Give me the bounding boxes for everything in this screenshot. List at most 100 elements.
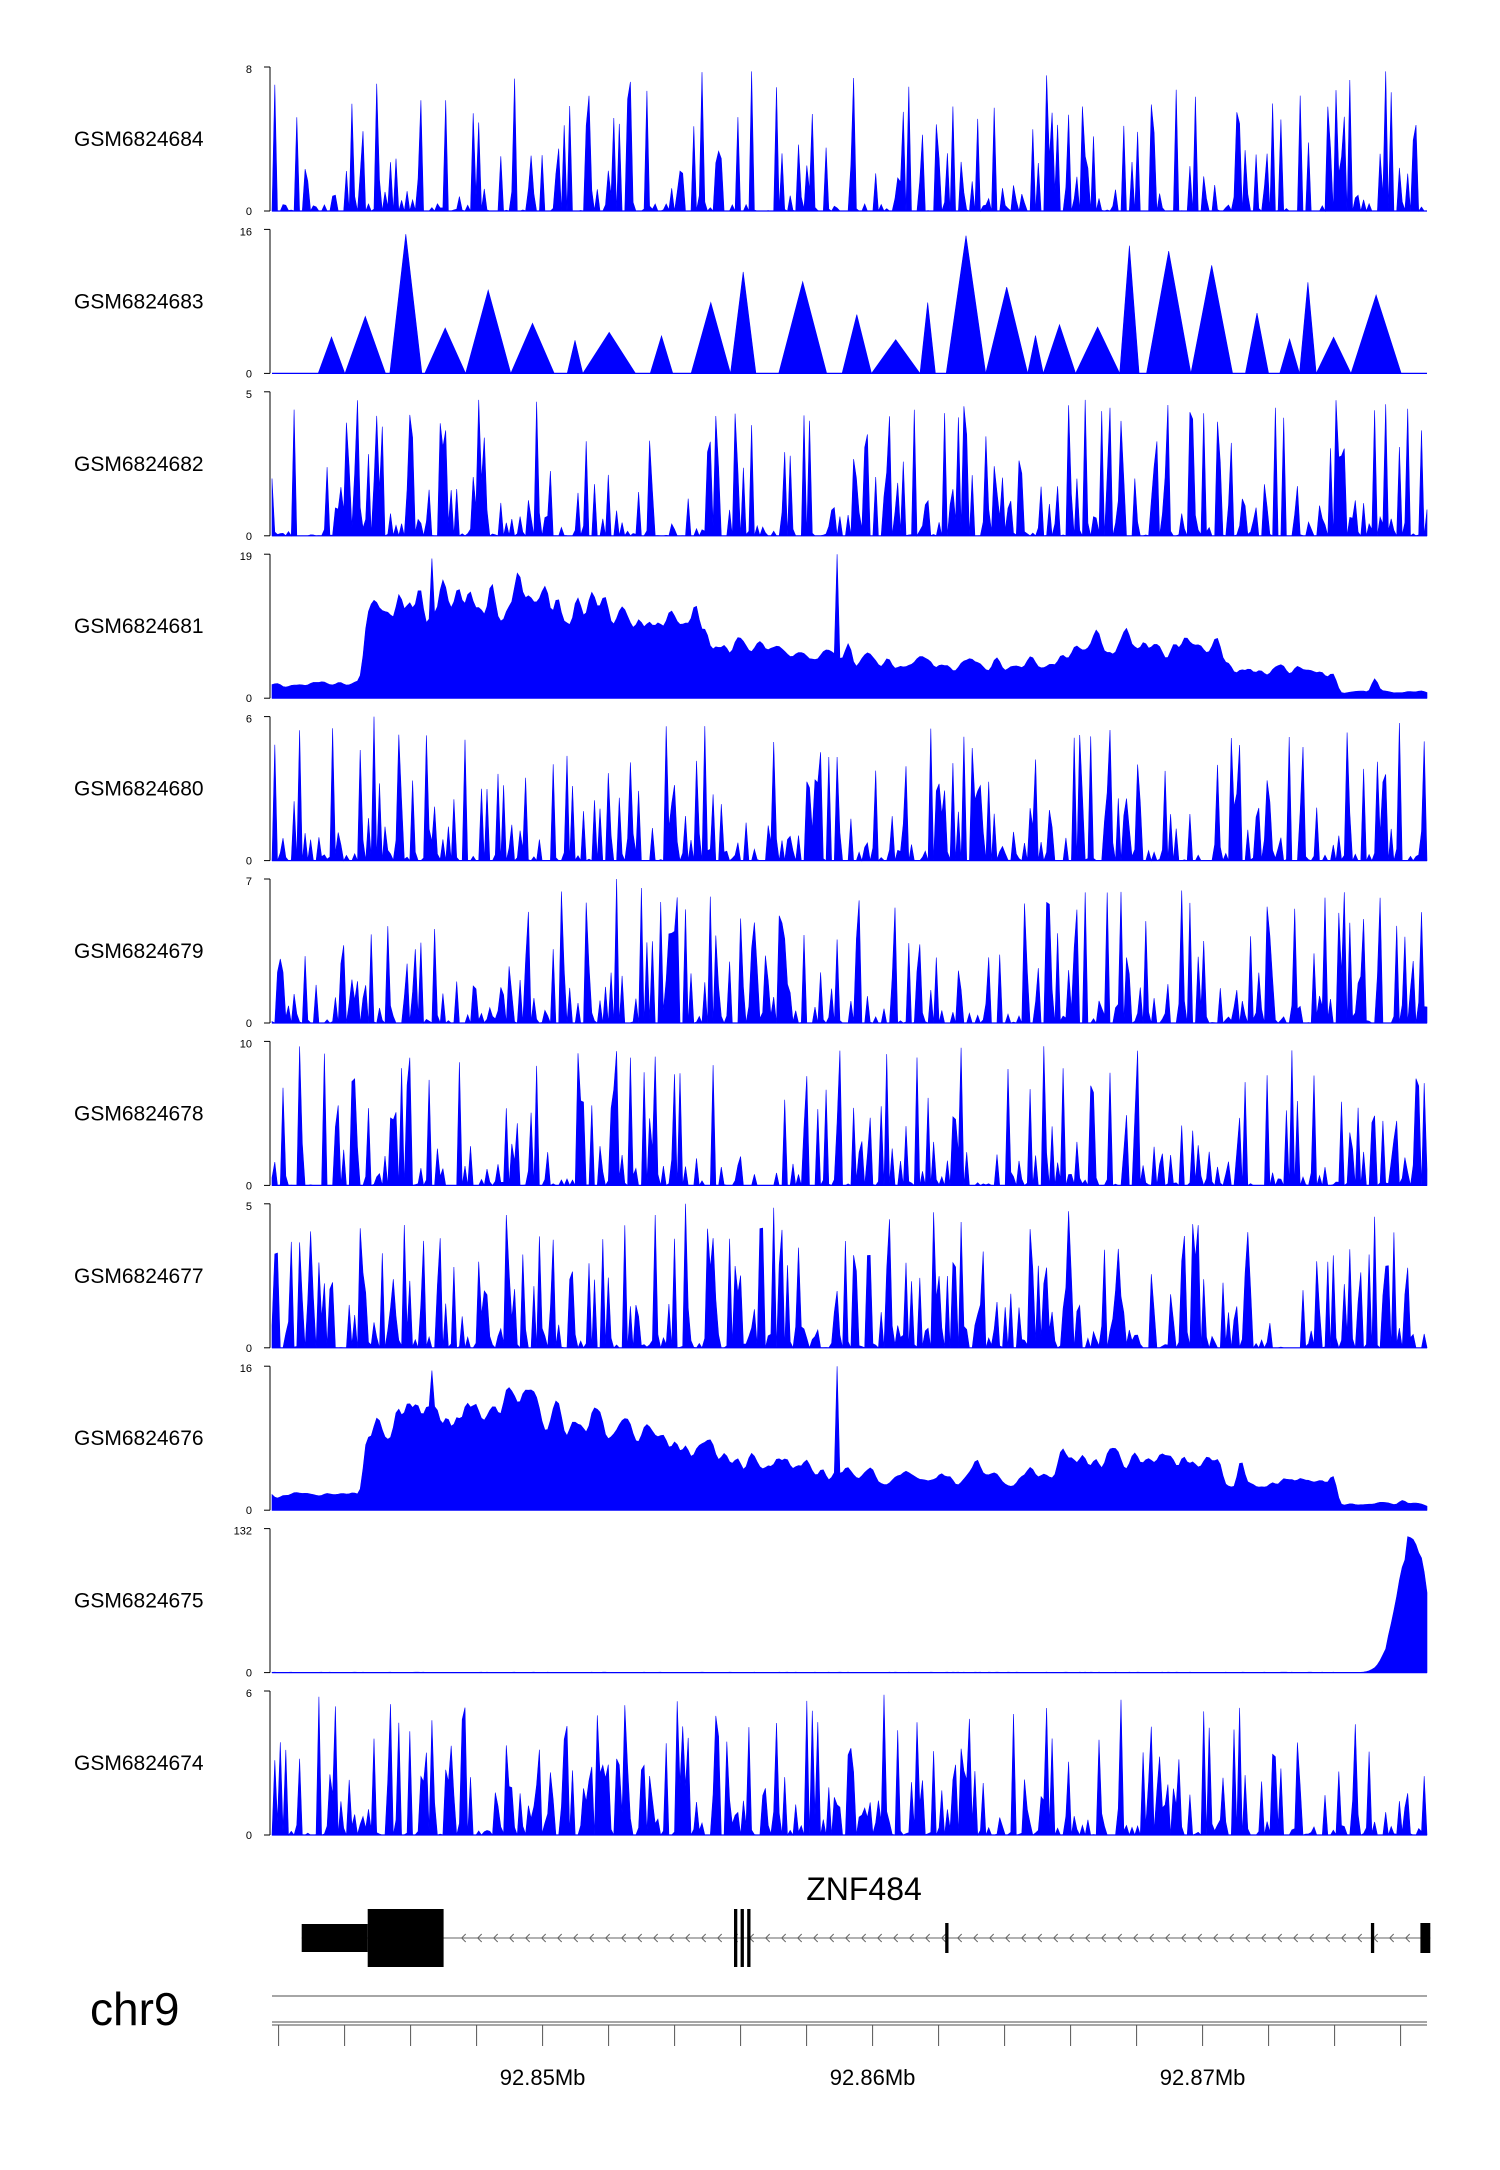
signal-track: GSM6824683 16 0 <box>74 226 1427 380</box>
strand-arrow <box>1340 1933 1347 1943</box>
track-ymin-label: 0 <box>246 856 252 868</box>
strand-arrow <box>1324 1933 1331 1943</box>
strand-arrow <box>508 1933 515 1943</box>
track-ymax-label: 16 <box>240 226 252 238</box>
strand-arrow <box>1036 1933 1043 1943</box>
signal-track: GSM6824682 5 0 <box>74 389 1428 543</box>
strand-arrow <box>1004 1933 1011 1943</box>
strand-arrow <box>796 1933 803 1943</box>
strand-arrow <box>988 1933 995 1943</box>
strand-arrow <box>1084 1933 1091 1943</box>
axis-tick-label: 92.87Mb <box>1160 2065 1246 2090</box>
track-ymin-label: 0 <box>246 693 252 705</box>
strand-arrow <box>844 1933 851 1943</box>
track-ymax-label: 5 <box>246 1201 252 1213</box>
strand-arrow <box>636 1933 643 1943</box>
strand-arrow <box>1212 1933 1219 1943</box>
strand-arrow <box>700 1933 707 1943</box>
strand-arrow <box>476 1933 483 1943</box>
track-ymin-label: 0 <box>246 1180 252 1192</box>
signal-track: GSM6824678 10 0 <box>74 1038 1428 1192</box>
track-ymax-label: 132 <box>234 1526 252 1538</box>
strand-arrow <box>1116 1933 1123 1943</box>
track-label: GSM6824677 <box>74 1265 204 1288</box>
track-signal-area <box>271 1694 1428 1837</box>
gene-exon <box>945 1923 949 1953</box>
track-ymax-label: 6 <box>246 714 252 726</box>
signal-track: GSM6824680 6 0 <box>74 714 1428 868</box>
track-label: GSM6824675 <box>74 1590 204 1613</box>
strand-arrow <box>1308 1933 1315 1943</box>
strand-arrow <box>684 1933 691 1943</box>
track-signal-area <box>271 554 1428 699</box>
track-ymin-label: 0 <box>246 1668 252 1680</box>
gene-exon <box>747 1909 751 1967</box>
track-label: GSM6824683 <box>74 290 204 313</box>
track-signal-area <box>271 1046 1428 1187</box>
track-signal-area <box>271 878 1428 1024</box>
strand-arrow <box>908 1933 915 1943</box>
track-ymin-label: 0 <box>246 1505 252 1517</box>
track-label: GSM6824684 <box>74 128 204 151</box>
gene-exon <box>740 1909 744 1967</box>
track-signal-area <box>271 1366 1428 1511</box>
track-ymin-label: 0 <box>246 1343 252 1355</box>
strand-arrow <box>652 1933 659 1943</box>
strand-arrow <box>1260 1933 1267 1943</box>
strand-arrow <box>924 1933 931 1943</box>
track-label: GSM6824679 <box>74 940 204 963</box>
strand-arrow <box>780 1933 787 1943</box>
gene-label: ZNF484 <box>806 1871 922 1907</box>
strand-arrow <box>972 1933 979 1943</box>
track-label: GSM6824678 <box>74 1102 204 1125</box>
track-label: GSM6824676 <box>74 1427 204 1450</box>
strand-arrow <box>1068 1933 1075 1943</box>
strand-arrow <box>1196 1933 1203 1943</box>
strand-arrow <box>604 1933 611 1943</box>
signal-track: GSM6824681 19 0 <box>74 551 1428 705</box>
strand-arrow <box>1100 1933 1107 1943</box>
axis-tick-label: 92.86Mb <box>830 2065 916 2090</box>
signal-track: GSM6824679 7 0 <box>74 876 1428 1030</box>
track-ymin-label: 0 <box>246 1830 252 1842</box>
strand-arrow <box>1148 1933 1155 1943</box>
strand-arrow <box>1404 1933 1411 1943</box>
strand-arrow <box>860 1933 867 1943</box>
strand-arrow <box>892 1933 899 1943</box>
gene-utr-exon <box>301 1924 368 1952</box>
track-ymax-label: 19 <box>240 551 252 563</box>
track-ymax-label: 5 <box>246 389 252 401</box>
strand-arrow <box>812 1933 819 1943</box>
gene-exon <box>1420 1923 1431 1953</box>
track-signal-area <box>271 399 1428 537</box>
strand-arrow <box>1164 1933 1171 1943</box>
strand-arrow <box>460 1933 467 1943</box>
strand-arrow <box>492 1933 499 1943</box>
signal-tracks: GSM682468480GSM6824683160GSM682468250GSM… <box>74 64 1428 1842</box>
strand-arrow <box>588 1933 595 1943</box>
strand-arrow <box>764 1933 771 1943</box>
strand-arrow <box>1020 1933 1027 1943</box>
track-signal-area <box>271 71 1427 213</box>
strand-arrow <box>956 1933 963 1943</box>
strand-arrow <box>668 1933 675 1943</box>
strand-arrow <box>1132 1933 1139 1943</box>
gene-annotation-track: ZNF484 <box>301 1871 1431 1967</box>
strand-arrow <box>940 1933 947 1943</box>
track-label: GSM6824680 <box>74 778 204 801</box>
strand-arrow <box>1052 1933 1059 1943</box>
strand-arrow <box>620 1933 627 1943</box>
axis-tick-label: 92.85Mb <box>500 2065 586 2090</box>
strand-arrow <box>1292 1933 1299 1943</box>
track-ymax-label: 7 <box>246 876 252 888</box>
strand-arrow <box>828 1933 835 1943</box>
track-ymin-label: 0 <box>246 531 252 543</box>
track-label: GSM6824674 <box>74 1752 204 1775</box>
track-ymin-label: 0 <box>246 206 252 218</box>
strand-arrow <box>1356 1933 1363 1943</box>
chromosome-label: chr9 <box>90 1983 179 2035</box>
strand-arrow <box>1228 1933 1235 1943</box>
signal-track: GSM6824684 8 0 <box>74 64 1427 218</box>
track-label: GSM6824682 <box>74 453 204 476</box>
